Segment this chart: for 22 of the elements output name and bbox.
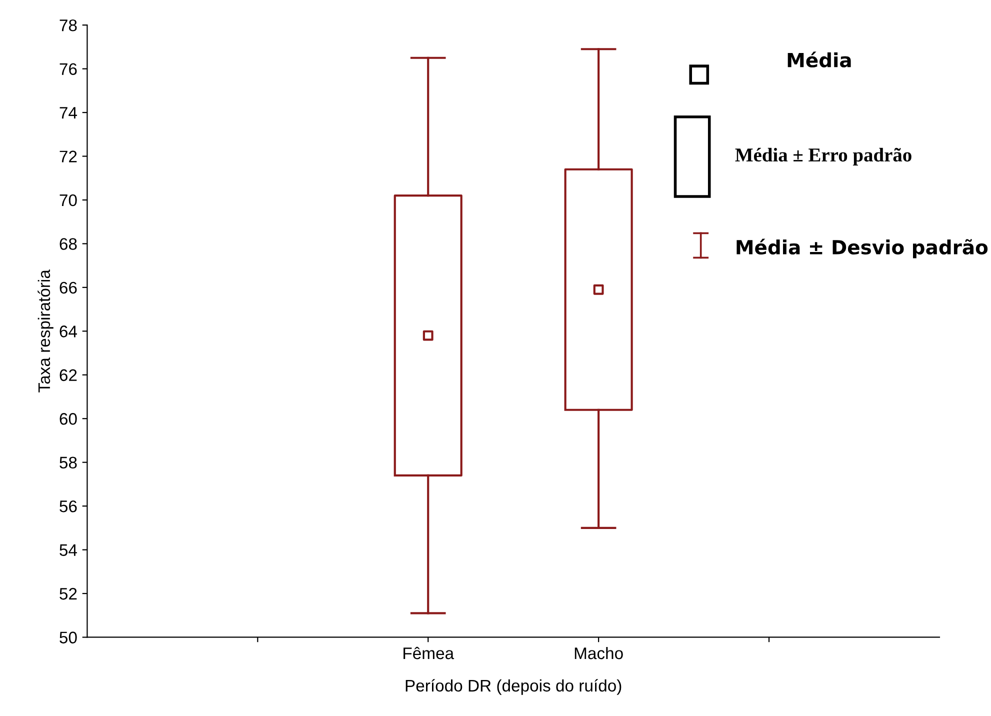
y-tick-label: 56 (60, 500, 77, 512)
y-tick-label: 74 (60, 107, 77, 119)
y-tick-label: 66 (60, 282, 77, 294)
y-tick-label: 68 (60, 238, 77, 250)
annotation: Média ± Desvio padrão (736, 238, 988, 258)
y-tick-label: 50 (60, 632, 77, 644)
y-tick-label: 72 (60, 150, 77, 162)
y-tick-label: 62 (60, 369, 77, 382)
x-axis-title: Período DR (depois do ruído) (406, 679, 622, 695)
y-tick-label: 76 (60, 63, 77, 75)
y-tick-label: 70 (60, 194, 77, 206)
y-tick-label: 52 (60, 588, 77, 600)
annotation: Média ± Erro padrão (735, 148, 912, 166)
x-tick-label: Fêmea (404, 646, 454, 660)
y-axis-title: Taxa respiratória (38, 270, 54, 392)
y-tick-label: 64 (60, 326, 77, 338)
y-tick-label: 58 (60, 456, 77, 469)
y-tick-label: 78 (60, 19, 77, 32)
x-tick-label: Macho (574, 646, 623, 660)
y-tick-label: 60 (60, 413, 77, 425)
y-tick-label: 54 (60, 544, 77, 556)
annotation: Média (788, 52, 851, 68)
